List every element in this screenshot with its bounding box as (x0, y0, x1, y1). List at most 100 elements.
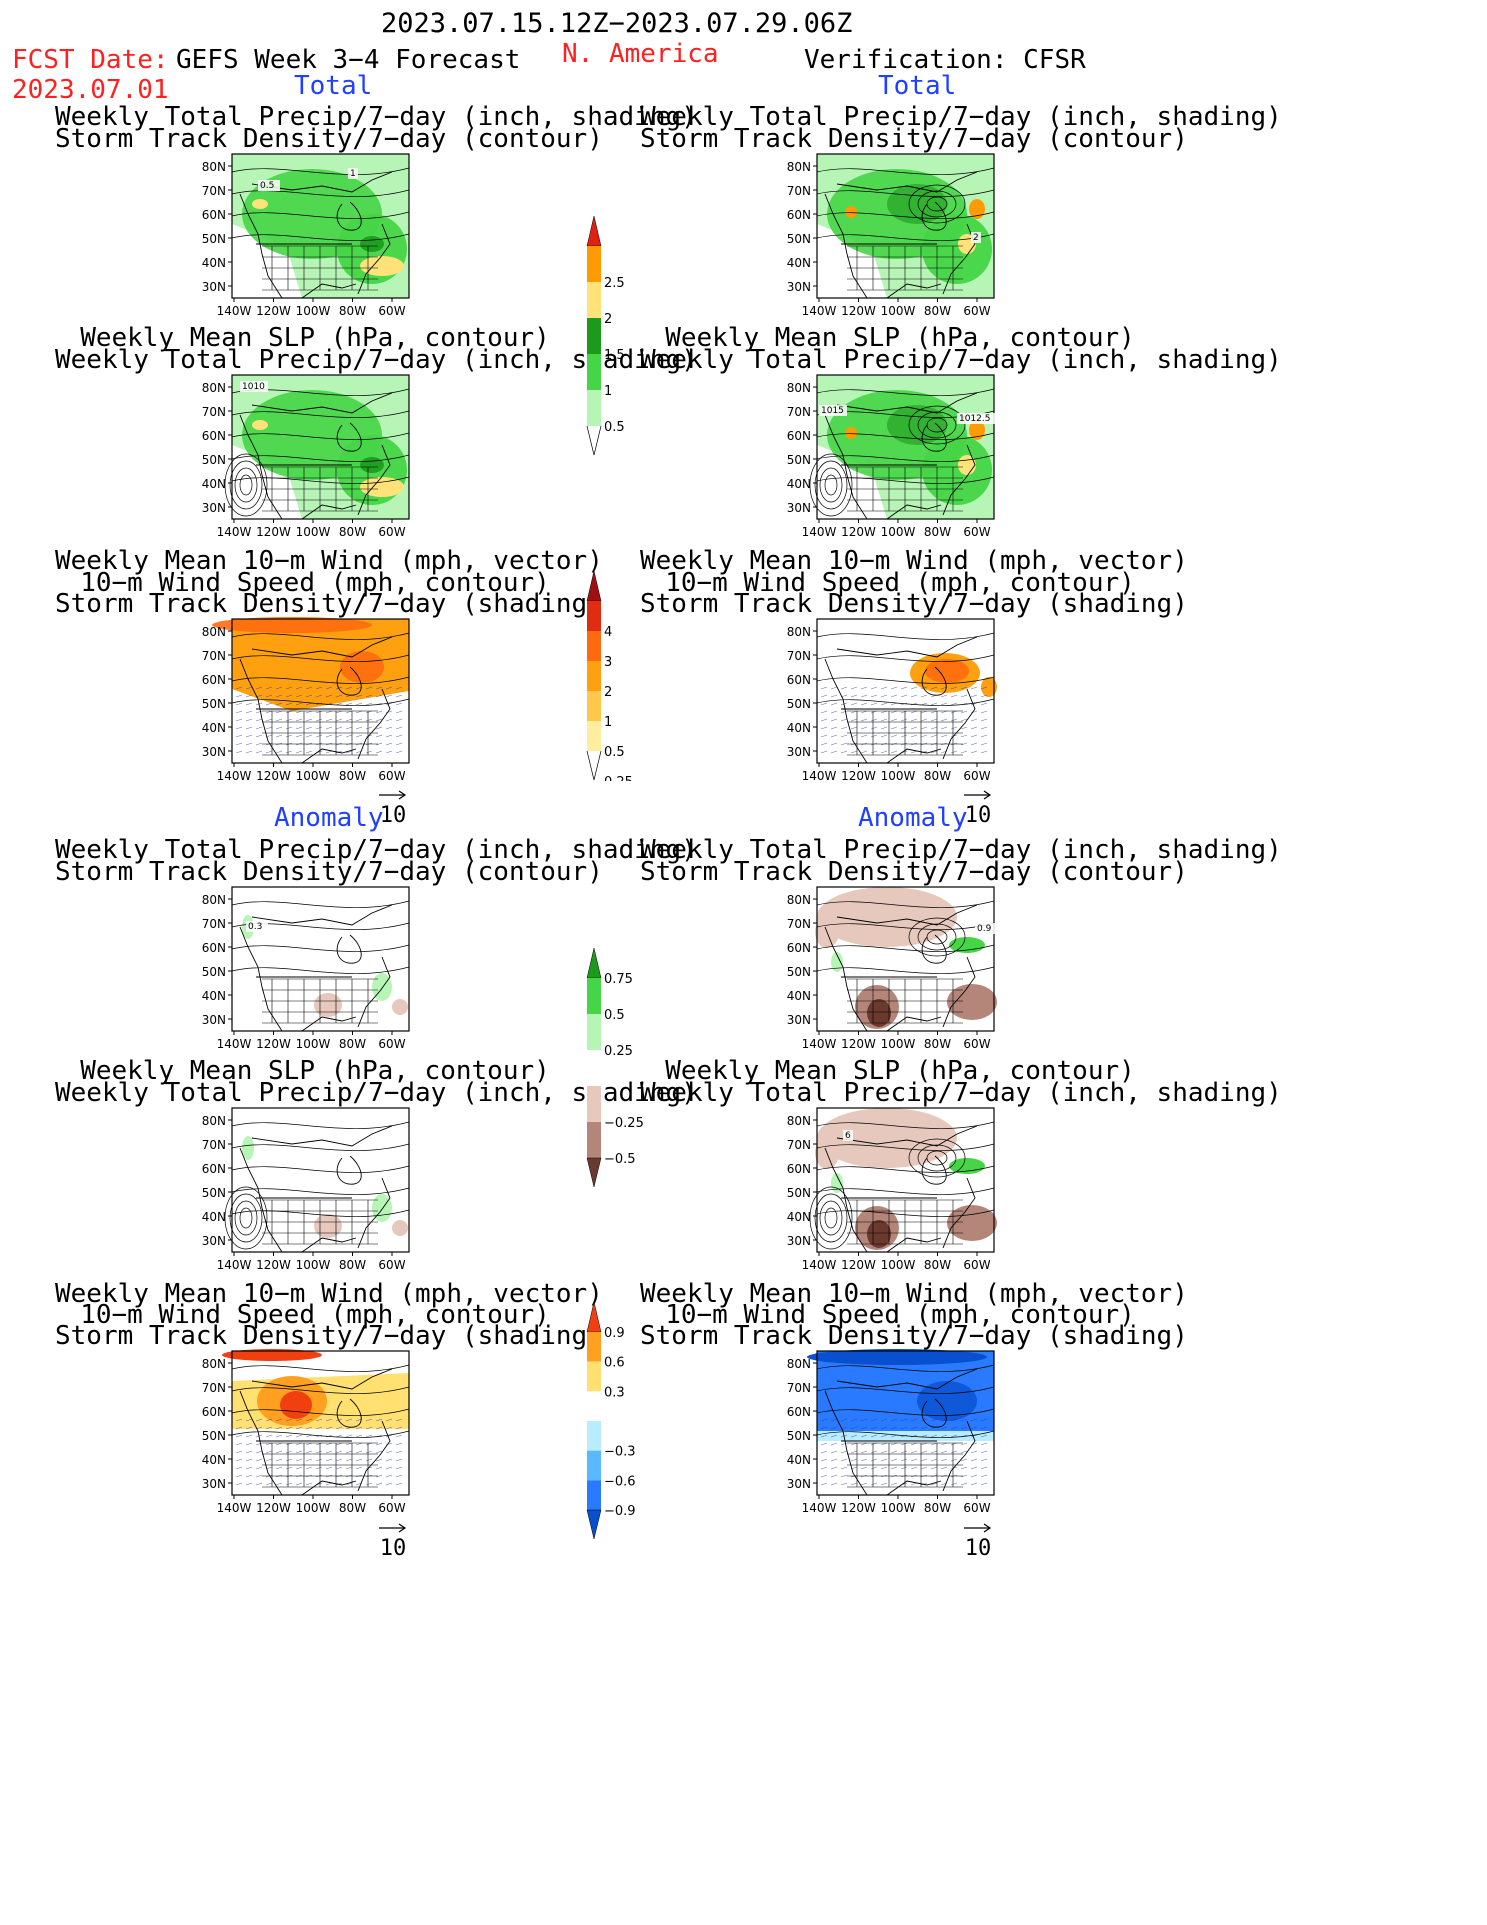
wind-vector (930, 1434, 938, 1438)
period-title: 2023.07.15.12Z−2023.07.29.06Z (381, 8, 853, 39)
wind-vector (920, 1442, 928, 1446)
wind-vector (860, 686, 868, 690)
wind-vector (235, 1482, 243, 1486)
wind-vector (850, 1434, 858, 1438)
precip-anomaly-dry (314, 1214, 342, 1238)
panel-title-line: 10−m Wind Speed (mph, contour) (80, 568, 550, 598)
wind-vector (980, 1418, 988, 1422)
coastline (336, 1155, 362, 1185)
wind-vector (840, 726, 848, 730)
plot-frame (231, 374, 410, 520)
wind-vector (285, 1466, 293, 1470)
wind-vector (960, 718, 968, 722)
lon-label: 60W (963, 769, 990, 783)
colorbar-precip-anomaly: 0.750.50.25−0.25−0.5−0.75 (586, 948, 644, 1188)
wind-vector (980, 1450, 988, 1454)
wind-vector (840, 1458, 848, 1462)
section-anomaly-right: Anomaly (858, 803, 968, 833)
colorbar-label: 2.5 (604, 276, 625, 291)
contour-line (917, 190, 957, 218)
lon-label: 60W (378, 304, 405, 318)
lon-label: 140W (802, 769, 837, 783)
wind-vector (970, 734, 978, 738)
wind-vector (950, 1434, 958, 1438)
vector-reference: 10 (378, 783, 408, 827)
colorbar-label: 2 (604, 685, 612, 700)
wind-vector (980, 1426, 988, 1430)
lat-label: 50N (787, 1186, 811, 1200)
contour-line (816, 944, 995, 952)
wind-vector (275, 1458, 283, 1462)
wind-vector (265, 1434, 273, 1438)
wind-vector (265, 702, 273, 706)
plot-frame (231, 153, 410, 299)
wind-vector (880, 1442, 888, 1446)
wind-vector (870, 1418, 878, 1422)
lon-label: 60W (378, 525, 405, 539)
wind-vector (970, 742, 978, 746)
precip-heavy-region (969, 199, 985, 219)
precip-anomaly-wet (949, 1158, 985, 1174)
precip-anomaly-wet (831, 952, 843, 972)
coastline (336, 934, 362, 964)
coastline (886, 1480, 942, 1496)
contour-line (229, 460, 263, 510)
wind-vector (235, 694, 243, 698)
precip-heavy-region (360, 477, 404, 497)
wind-vector (870, 750, 878, 754)
wind-vector (950, 726, 958, 730)
shading-layer (817, 154, 994, 298)
wind-vector (305, 1450, 313, 1454)
contour-line (819, 1200, 843, 1236)
coastline-layer (239, 636, 393, 764)
contour-layer (816, 167, 995, 241)
wind-vector (295, 1458, 303, 1462)
lat-label: 50N (787, 232, 811, 246)
vector-reference-label: 10 (964, 803, 992, 828)
wind-vector (335, 1458, 343, 1462)
shading-layer (815, 887, 997, 1031)
plot-frame (816, 374, 995, 520)
contour-line (231, 233, 410, 241)
coastline (836, 1368, 978, 1390)
wind-vector (950, 702, 958, 706)
contour-line (917, 411, 957, 439)
arrow-icon (379, 1523, 407, 1533)
wind-vector (820, 1474, 828, 1478)
contour-line (816, 654, 995, 662)
lat-label: 60N (202, 208, 226, 222)
coastline-layer (239, 904, 393, 1032)
fcst-date-value: 2023.07.01 (12, 75, 169, 105)
contour-line (816, 189, 995, 197)
wind-vector (850, 750, 858, 754)
wind-vector (355, 1450, 363, 1454)
contour-line (816, 676, 995, 684)
track-region (925, 659, 969, 683)
wind-vector (890, 1466, 898, 1470)
colorbar-segment (587, 282, 601, 318)
wind-vector (345, 1418, 353, 1422)
contour-layer (816, 900, 995, 974)
wind-vector (365, 1442, 373, 1446)
wind-vector (850, 1458, 858, 1462)
wind-vector (305, 1418, 313, 1422)
wind-vector (345, 726, 353, 730)
lat-label: 30N (787, 280, 811, 294)
lon-label: 60W (378, 1501, 405, 1515)
lat-label: 30N (787, 501, 811, 515)
lat-label: 30N (787, 1234, 811, 1248)
wind-vector (930, 734, 938, 738)
lat-label: 50N (202, 1186, 226, 1200)
contour-layer (231, 632, 410, 706)
wind-vector (830, 742, 838, 746)
wind-vector (245, 726, 253, 730)
colorbar-segment (587, 1122, 601, 1158)
coastline (886, 504, 942, 520)
colorbar-segment (586, 1509, 602, 1540)
wind-vector (295, 750, 303, 754)
wind-vector (325, 1466, 333, 1470)
wind-vector (910, 734, 918, 738)
region-title: N. America (562, 39, 719, 69)
plot-frame (231, 1107, 410, 1253)
wind-vector (385, 1450, 393, 1454)
